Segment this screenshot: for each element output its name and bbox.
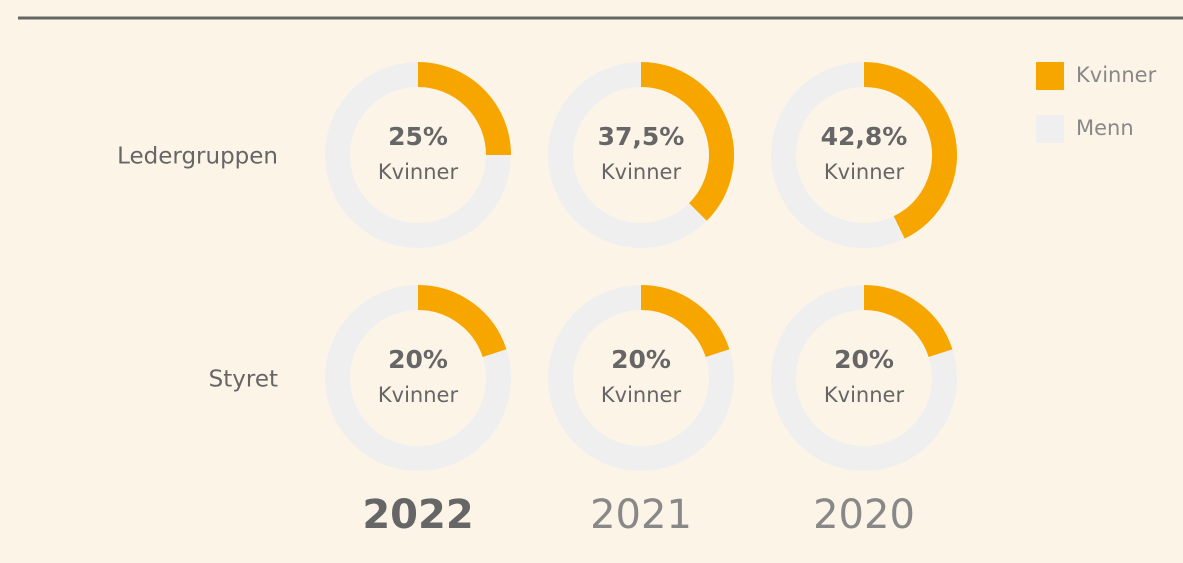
donut-arc <box>863 285 953 358</box>
value-caption: Kvinner <box>601 160 682 184</box>
legend-label: Kvinner <box>1076 63 1157 87</box>
value-label: 20% <box>611 345 671 374</box>
value-caption: Kvinner <box>378 160 459 184</box>
legend-swatch <box>1036 62 1064 90</box>
year-label: 2022 <box>362 492 473 538</box>
legend-label: Menn <box>1076 116 1134 140</box>
value-caption: Kvinner <box>824 383 905 407</box>
legend-swatch <box>1036 115 1064 143</box>
donut-arc <box>863 62 957 239</box>
value-caption: Kvinner <box>378 383 459 407</box>
value-caption: Kvinner <box>824 160 905 184</box>
value-label: 42,8% <box>821 122 908 151</box>
donut-arc <box>417 62 511 156</box>
value-label: 20% <box>834 345 894 374</box>
donut-arc <box>417 285 507 358</box>
year-label: 2020 <box>813 492 915 538</box>
value-label: 20% <box>388 345 448 374</box>
year-label: 2021 <box>590 492 692 538</box>
value-label: 37,5% <box>598 122 685 151</box>
value-label: 25% <box>388 122 448 151</box>
donut-arc <box>640 285 730 358</box>
row-label: Styret <box>209 367 278 393</box>
donut-arc <box>640 62 734 221</box>
value-caption: Kvinner <box>601 383 682 407</box>
row-label: Ledergruppen <box>117 144 278 170</box>
